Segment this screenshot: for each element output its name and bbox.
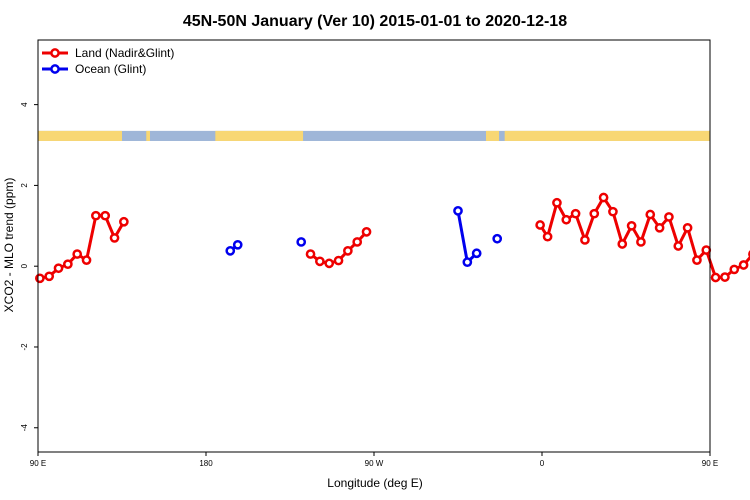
x-tick-label: 90 E: [702, 459, 718, 468]
map-land: [215, 130, 304, 141]
data-point: [673, 241, 684, 251]
data-point: [626, 220, 637, 231]
data-point: [315, 256, 325, 267]
x-tick-label: 90 W: [365, 459, 384, 468]
series-line: [39, 214, 126, 280]
chart-title: 45N-50N January (Ver 10) 2015-01-01 to 2…: [183, 13, 567, 30]
series-ocean: [225, 206, 503, 268]
data-point: [72, 249, 83, 259]
data-point: [738, 260, 749, 270]
x-tick-label: 180: [199, 459, 213, 468]
y-axis-label: XCO2 - MLO trend (ppm): [2, 178, 16, 313]
map-land: [38, 130, 122, 141]
data-point: [542, 231, 553, 242]
plot-frame: [37, 39, 711, 453]
legend-entry: Land (Nadir&Glint): [75, 46, 174, 60]
map-strip: [38, 130, 710, 141]
data-point: [35, 273, 45, 284]
series-land: [35, 192, 750, 284]
data-point: [324, 258, 335, 269]
data-point: [692, 255, 702, 265]
y-tick-label: -2: [20, 343, 29, 351]
data-point: [232, 239, 243, 250]
data-point: [561, 214, 572, 225]
data-point: [535, 220, 545, 230]
y-tick-label: 2: [20, 183, 29, 188]
data-point: [492, 233, 503, 244]
data-point: [608, 206, 618, 217]
legend-entry: Ocean (Glint): [75, 62, 146, 76]
data-point: [333, 255, 344, 266]
x-tick-label: 90 E: [30, 459, 46, 468]
y-tick-label: 4: [20, 102, 29, 107]
data-point: [352, 237, 363, 247]
map-land: [486, 130, 500, 141]
data-point: [682, 222, 693, 233]
data-point: [53, 263, 64, 274]
plot-series: [35, 192, 750, 284]
data-point: [552, 197, 562, 208]
legend: Land (Nadir&Glint) Ocean (Glint): [42, 46, 174, 76]
data-point: [305, 249, 316, 259]
data-point: [343, 245, 353, 256]
data-point: [589, 208, 600, 219]
x-axis-label: Longitude (deg E): [327, 476, 422, 490]
data-point: [462, 257, 473, 268]
data-point: [710, 272, 721, 283]
data-point: [471, 248, 482, 259]
map-land: [504, 130, 710, 141]
series-line: [538, 196, 750, 280]
y-tick-label: 0: [20, 263, 29, 268]
data-point: [81, 255, 92, 265]
data-point: [91, 210, 101, 221]
legend-marker: [50, 48, 60, 58]
map-ocean: [38, 130, 710, 141]
data-point: [580, 235, 590, 245]
data-point: [729, 264, 740, 275]
data-point: [296, 237, 307, 247]
x-tick-label: 0: [540, 459, 545, 468]
legend-marker: [50, 64, 60, 74]
data-point: [636, 237, 646, 247]
data-point: [119, 216, 129, 227]
data-point: [63, 259, 73, 270]
data-point: [453, 206, 463, 216]
y-tick-label: -4: [20, 424, 29, 432]
data-point: [109, 233, 120, 243]
data-point: [570, 208, 581, 219]
data-point: [664, 212, 674, 222]
data-point: [225, 245, 236, 256]
data-point: [701, 245, 712, 255]
data-point: [100, 210, 111, 221]
data-point: [645, 209, 656, 220]
data-point: [654, 222, 665, 233]
data-point: [617, 239, 628, 249]
data-point: [598, 192, 609, 203]
data-point: [361, 227, 372, 237]
map-land: [146, 130, 150, 141]
data-point: [44, 271, 55, 282]
axes: 90 E 180 90 W 0 90 E -4 -2 0 2 4: [20, 102, 718, 468]
data-point: [720, 272, 730, 282]
